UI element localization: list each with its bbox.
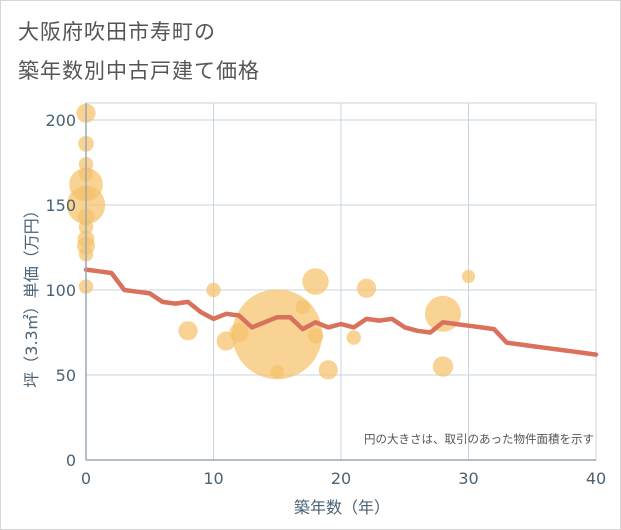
y-tick-label: 200: [45, 111, 76, 130]
y-tick-label: 150: [45, 196, 76, 215]
x-tick-label: 20: [331, 469, 351, 488]
bubble-point: [356, 278, 377, 298]
x-tick-label: 0: [81, 469, 91, 488]
y-tick-label: 50: [56, 366, 76, 385]
chart-title-line2: 築年数別中古戸建て価格: [18, 59, 260, 83]
chart-title-line1: 大阪府吹田市寿町の: [18, 20, 216, 44]
y-tick-label: 100: [45, 281, 76, 300]
x-tick-label: 10: [203, 469, 223, 488]
axes: 0 10 20 30 40 0 50 100 150 200: [45, 103, 606, 488]
x-tick-label: 30: [458, 469, 478, 488]
y-axis-label: 坪（3.3㎡）単価（万円）: [22, 202, 41, 387]
bubble-point: [270, 365, 284, 379]
bubble-point: [346, 330, 361, 345]
bubble-point: [307, 328, 324, 344]
size-note: 円の大きさは、取引のあった物件面積を示す: [364, 432, 594, 446]
grid: [85, 102, 597, 461]
bubble-point: [432, 356, 454, 377]
trend-line: [83, 267, 599, 357]
bubble-point: [206, 282, 221, 298]
trend-line-group: [83, 267, 599, 357]
bubble-point: [178, 321, 198, 341]
bubble-point: [461, 269, 476, 283]
y-tick-label: 0: [66, 451, 76, 470]
x-tick-label: 40: [586, 469, 606, 488]
bubble-point: [295, 299, 310, 315]
x-axis-label: 築年数（年）: [294, 498, 390, 517]
bubbles: [66, 103, 476, 380]
bubble-point: [302, 268, 329, 295]
bubble-point: [425, 295, 461, 332]
bubble-point: [318, 360, 338, 380]
